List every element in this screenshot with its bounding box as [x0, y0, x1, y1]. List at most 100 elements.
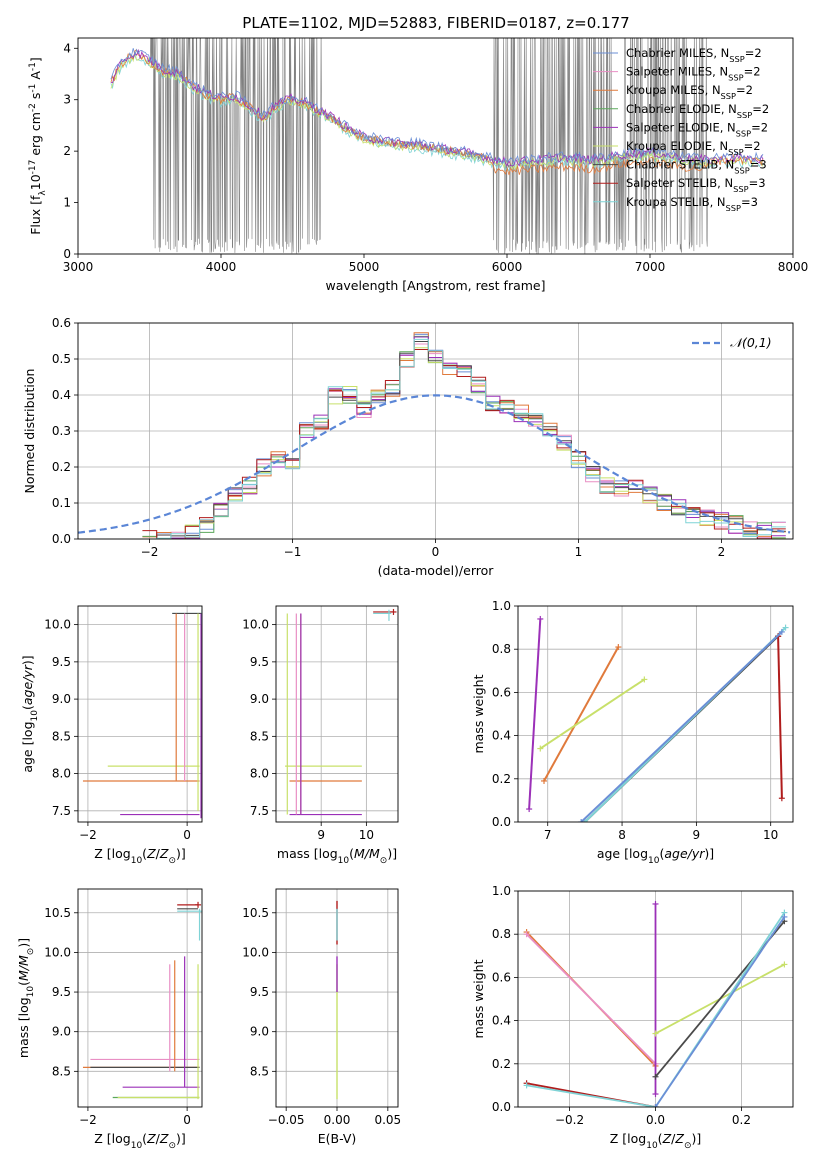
y-axis-label: Normed distribution — [22, 369, 37, 494]
x-tick-label: −0.05 — [268, 1113, 305, 1127]
axes-frame — [517, 890, 794, 1108]
y-tick-label: 0.6 — [492, 970, 511, 984]
model-spectrum-line — [110, 48, 764, 167]
mass-vs-z-panel: −2 0 8.5 9.0 9.5 10.0 10.5 Z [log10(Z/Z⊙)] mass … — [16, 888, 203, 1151]
y-tick-label: 9.0 — [52, 1025, 71, 1039]
axes: 9 10 7.5 8.0 8.5 9.0 9.5 10.0 mass [log10(M/M⊙)] — [242, 605, 399, 866]
residuals-panel: −2 −1 0 1 2 0.0 0.1 0.2 0.3 0.4 0.5 0.6 (data-model)… — [22, 316, 794, 578]
x-tick-label: 0.0 — [646, 1113, 665, 1127]
legend-entry: Salpeter MILES, NSSP=2 — [626, 65, 761, 83]
x-axis-label: E(B-V) — [318, 1131, 357, 1146]
mass-vs-ebv-panel: −0.05 0.00 0.05 8.5 9.0 9.5 10.0 10.5 E(B-V) — [242, 888, 401, 1146]
y-tick-label: 2 — [63, 144, 71, 158]
y-axis-label: mass [log10(M/M⊙)] — [16, 938, 36, 1058]
grid — [78, 889, 202, 1107]
massweight-series-line — [539, 678, 645, 750]
y-tick-label: 0.1 — [52, 496, 71, 510]
age-vs-z-panel: −2 0 7.5 8.0 8.5 9.0 9.5 10.0 Z [log10(Z/Z⊙)] age… — [20, 605, 203, 866]
legend-entry: Kroupa STELIB, NSSP=3 — [626, 195, 758, 213]
massweight-series-line — [580, 631, 783, 822]
y-tick-label: 1 — [63, 196, 71, 210]
y-axis-label: mass weight — [471, 959, 486, 1038]
x-tick-label: 2 — [718, 545, 726, 559]
y-tick-label: 9.0 — [250, 1025, 269, 1039]
y-tick-label: 0.2 — [492, 1057, 511, 1071]
legend-entry: Chabrier MILES, NSSP=2 — [626, 46, 762, 64]
x-axis-label: (data-model)/error — [378, 563, 495, 578]
x-tick-label: 0.05 — [374, 1113, 401, 1127]
y-tick-label: 10.5 — [242, 906, 269, 920]
axes: −2 0 8.5 9.0 9.5 10.0 10.5 Z [log10(Z/Z⊙)] mass … — [16, 888, 203, 1151]
y-tick-label: 0.3 — [52, 424, 71, 438]
x-tick-label: 0.00 — [324, 1113, 351, 1127]
x-tick-label: 8000 — [778, 260, 809, 274]
x-axis-label: Z [log10(Z/Z⊙)] — [610, 1131, 702, 1151]
massweight-series-line — [654, 916, 786, 1107]
plot-area — [523, 900, 788, 1107]
x-tick-label: 5000 — [349, 260, 380, 274]
y-tick-label: 0.8 — [492, 927, 511, 941]
y-tick-label: 0.4 — [492, 1014, 511, 1028]
x-tick-label: 8 — [618, 828, 626, 842]
y-tick-label: 7.5 — [52, 804, 71, 818]
x-axis-label: Z [log10(Z/Z⊙)] — [94, 846, 186, 866]
massweight-vs-z-panel: −0.2 0.0 0.2 0.0 0.2 0.4 0.6 0.8 1.0 Z [log10(Z/Z… — [471, 884, 794, 1151]
x-tick-label: 9 — [317, 828, 325, 842]
x-tick-label: 7000 — [635, 260, 666, 274]
y-tick-label: 0.5 — [52, 352, 71, 366]
x-tick-label: 0 — [183, 1113, 191, 1127]
x-tick-label: −1 — [284, 545, 302, 559]
massweight-series-line — [777, 636, 783, 799]
legend-entry: Kroupa MILES, NSSP=2 — [626, 83, 753, 101]
x-axis-label: mass [log10(M/M⊙)] — [277, 846, 397, 866]
x-tick-label: −2 — [79, 828, 97, 842]
massweight-series-line — [526, 912, 786, 1107]
y-tick-label: 8.5 — [52, 1064, 71, 1078]
x-tick-label: 0.2 — [732, 1113, 751, 1127]
y-tick-label: 1.0 — [492, 599, 511, 613]
massweight-series-line — [528, 618, 542, 810]
legend-entry: 𝒩(0,1) — [730, 335, 772, 350]
y-tick-label: 0.8 — [492, 642, 511, 656]
axes: −2 0 7.5 8.0 8.5 9.0 9.5 10.0 Z [log10(Z/Z⊙)] age… — [20, 605, 203, 866]
x-tick-label: −2 — [141, 545, 159, 559]
grid — [518, 605, 793, 823]
spectrum-panel: 3000 4000 5000 6000 7000 8000 0 1 2 3 4 wavelength … — [28, 37, 809, 293]
grid — [78, 606, 202, 822]
residual-histogram — [142, 341, 786, 539]
axes: 3000 4000 5000 6000 7000 8000 0 1 2 3 4 wavelength … — [28, 37, 809, 293]
y-tick-label: 0.0 — [52, 532, 71, 546]
y-tick-label: 10.0 — [242, 618, 269, 632]
y-tick-label: 10.0 — [242, 945, 269, 959]
model-spectrum-line — [110, 48, 764, 165]
x-tick-label: 0 — [183, 828, 191, 842]
plot-area — [285, 608, 397, 816]
axes: −0.2 0.0 0.2 0.0 0.2 0.4 0.6 0.8 1.0 Z [log10(Z/Z… — [471, 884, 794, 1151]
y-axis-label: age [log10(age/yr)] — [20, 655, 40, 772]
gaussian-curve — [78, 394, 791, 534]
y-tick-label: 0.6 — [52, 316, 71, 330]
y-tick-label: 9.5 — [52, 655, 71, 669]
axes-frame — [77, 605, 203, 823]
y-tick-label: 9.0 — [250, 692, 269, 706]
y-tick-label: 8.0 — [250, 767, 269, 781]
axes-frame — [77, 37, 794, 255]
axes: 7 8 9 10 0.0 0.2 0.4 0.6 0.8 1.0 age [log10(age/yr… — [471, 599, 794, 866]
axes: −0.05 0.00 0.05 8.5 9.0 9.5 10.0 10.5 E(B-V) — [242, 888, 401, 1146]
x-tick-label: 10 — [763, 828, 778, 842]
plot-area — [110, 38, 764, 254]
y-tick-label: 10.0 — [44, 618, 71, 632]
axes: −2 −1 0 1 2 0.0 0.1 0.2 0.3 0.4 0.5 0.6 (data-model)… — [22, 316, 794, 578]
residual-histogram — [142, 349, 786, 539]
y-tick-label: 1.0 — [492, 884, 511, 898]
y-tick-label: 8.5 — [250, 729, 269, 743]
axes-frame — [275, 605, 399, 823]
y-tick-label: 0.2 — [52, 460, 71, 474]
y-tick-label: 10.5 — [44, 906, 71, 920]
y-tick-label: 0.4 — [52, 388, 71, 402]
figure-title: PLATE=1102, MJD=52883, FIBERID=0187, z=0… — [242, 14, 629, 32]
x-tick-label: −0.2 — [555, 1113, 584, 1127]
y-tick-label: 0.6 — [492, 685, 511, 699]
legend-entry: Chabrier ELODIE, NSSP=2 — [626, 102, 769, 120]
